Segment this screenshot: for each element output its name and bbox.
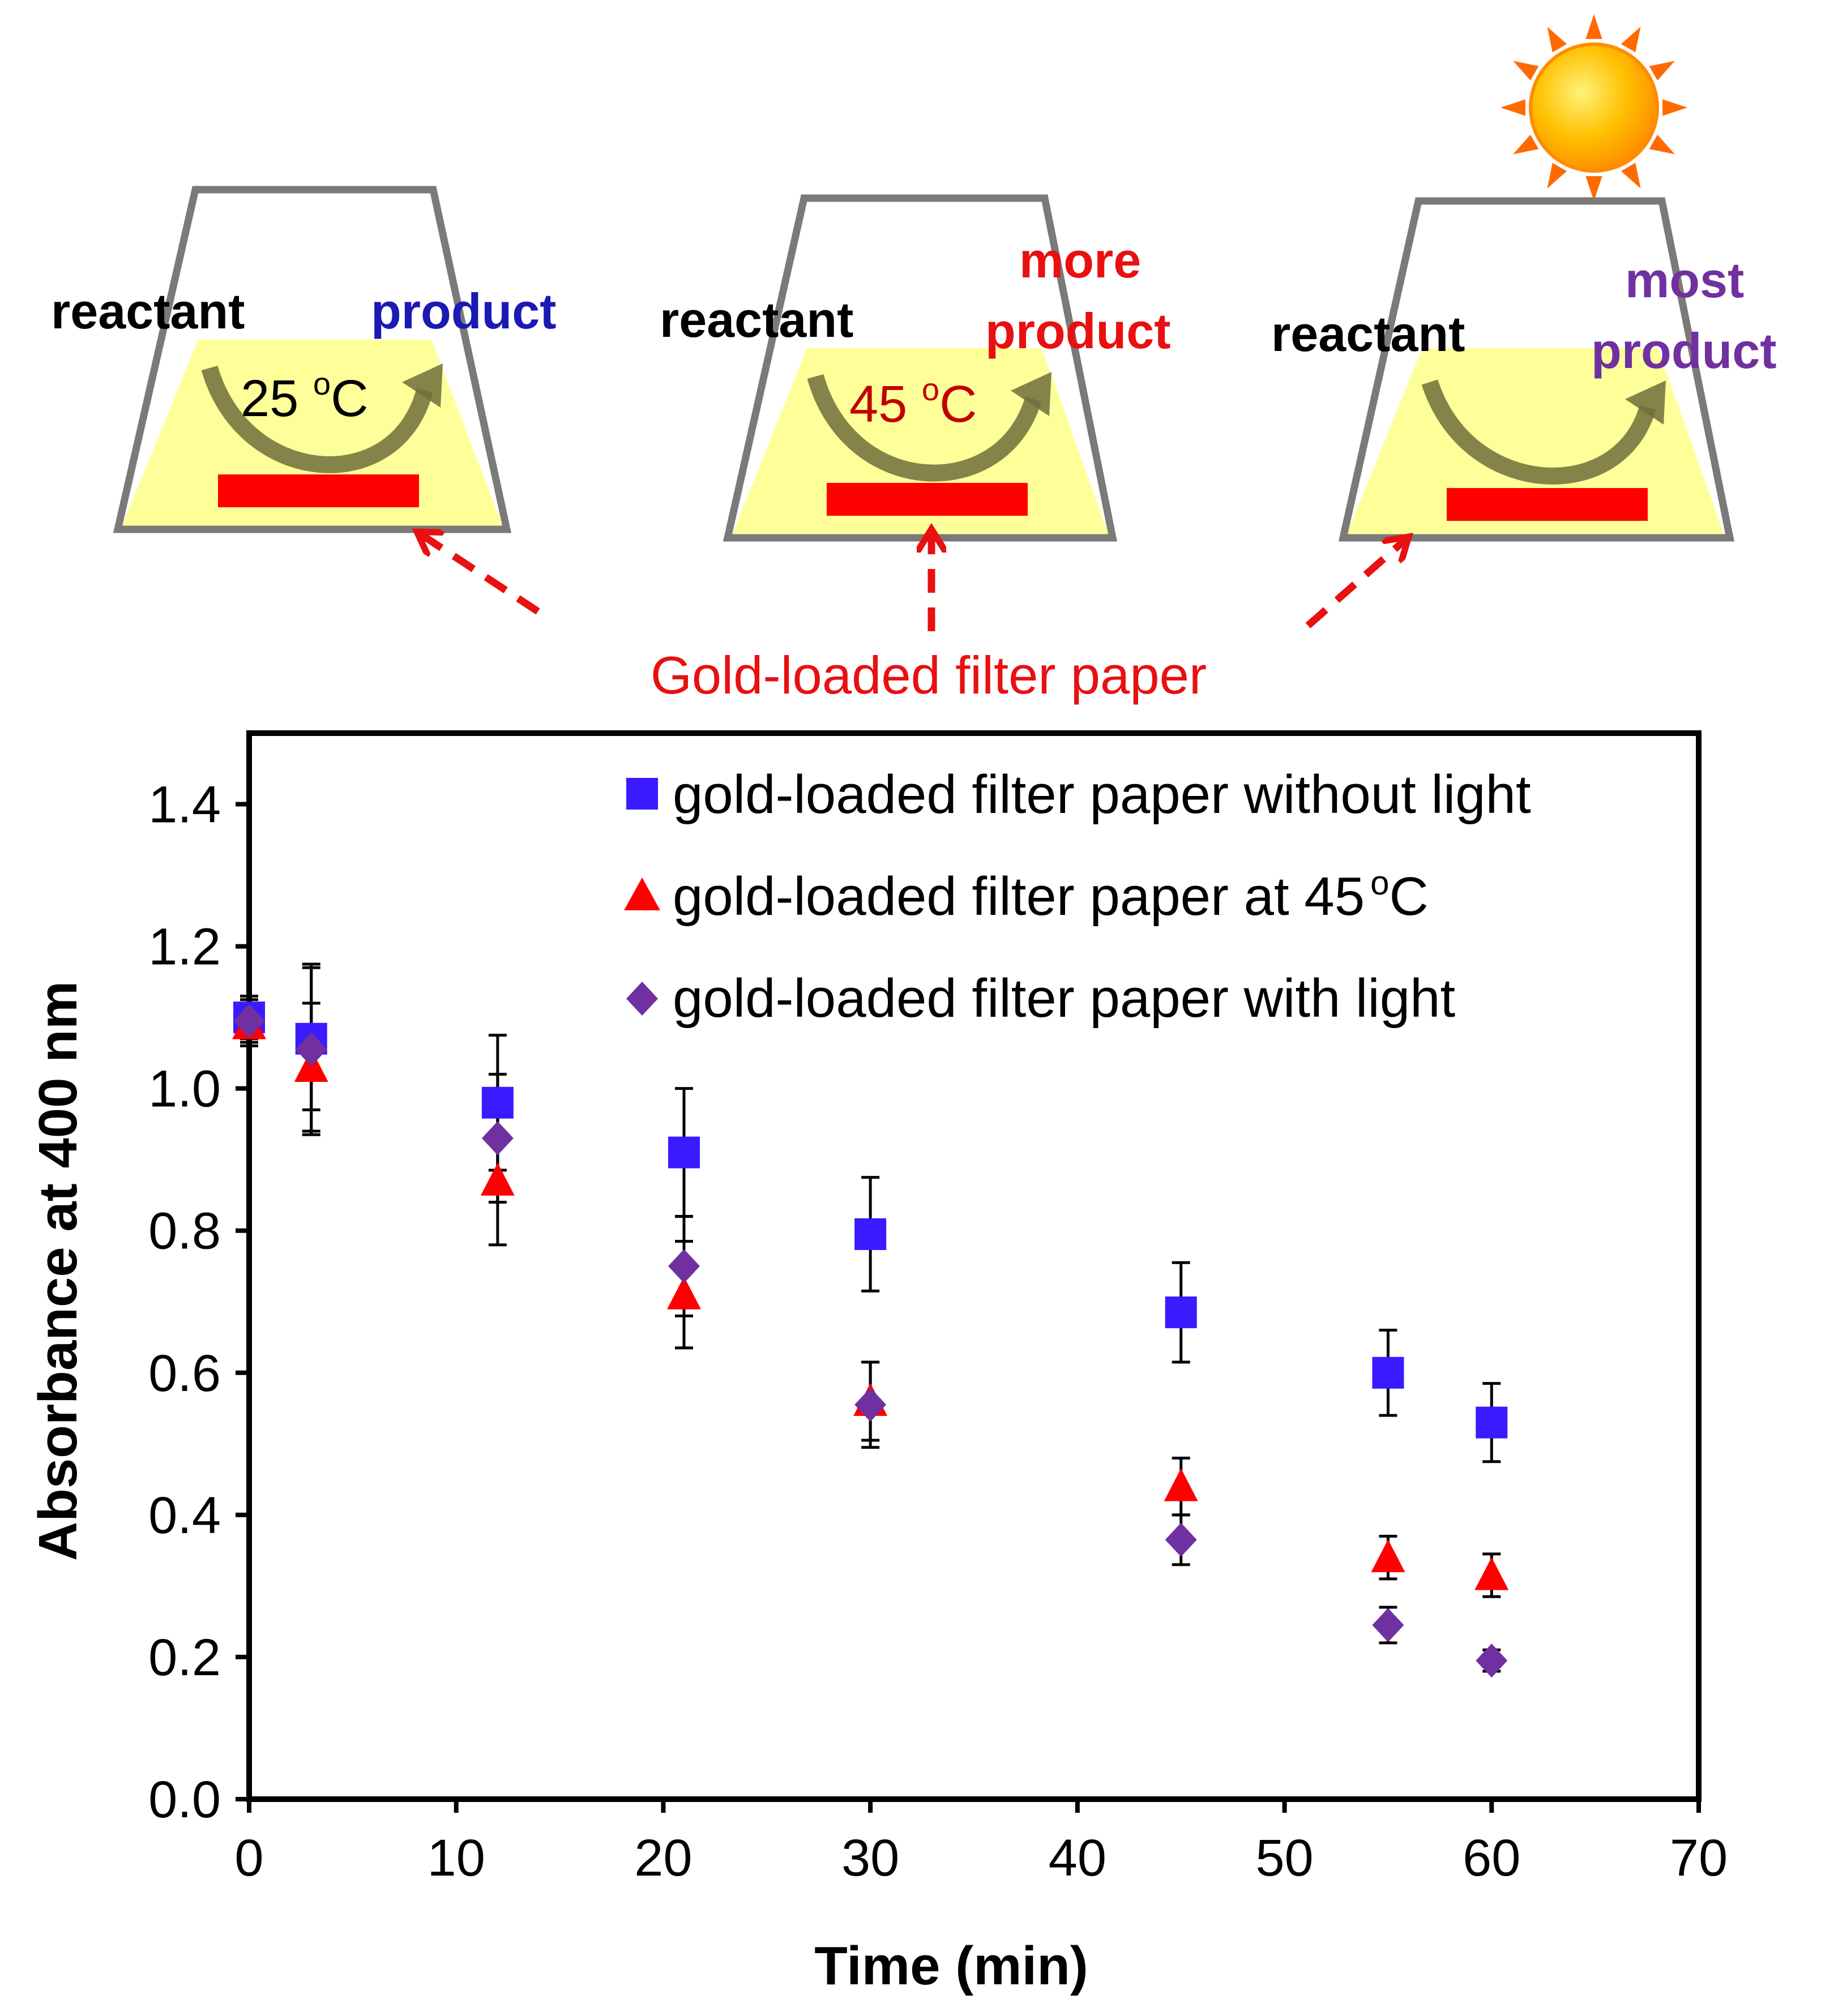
data-point-triangle bbox=[667, 1276, 701, 1309]
legend-item-without-light: gold-loaded filter paper without light bbox=[626, 764, 1531, 825]
gold-filter-paper-label: Gold-loaded filter paper bbox=[651, 645, 1207, 705]
flask-outline bbox=[1338, 197, 1734, 542]
reaction-arrowhead bbox=[1625, 380, 1666, 425]
flask-45c: reactant more product 45 oC bbox=[660, 194, 1171, 542]
data-point-square bbox=[1372, 1356, 1404, 1389]
y-tick-label: 0.0 bbox=[148, 1771, 221, 1829]
sun-ray bbox=[1547, 27, 1567, 53]
y-axis: 0.0 0.2 0.4 0.6 0.8 1.0 1.2 1.4 bbox=[148, 776, 249, 1829]
sun-ray bbox=[1585, 176, 1602, 201]
data-point-triangle bbox=[1474, 1557, 1509, 1590]
data-point-diamond bbox=[233, 1004, 265, 1038]
temperature-label: 45 oC bbox=[849, 371, 977, 433]
product-label-line2: product bbox=[985, 303, 1171, 359]
callout-arrow-right bbox=[1305, 541, 1404, 628]
x-tick-label: 0 bbox=[234, 1829, 263, 1887]
sun-ray bbox=[1501, 99, 1525, 116]
x-axis: 0 10 20 30 40 50 60 70 bbox=[234, 1799, 1728, 1887]
flask-outline bbox=[113, 186, 512, 533]
sun-icon bbox=[1501, 14, 1687, 201]
y-tick-label: 0.8 bbox=[148, 1202, 221, 1260]
data-point-diamond bbox=[481, 1121, 514, 1155]
error-bars bbox=[240, 962, 1501, 1673]
product-label: product bbox=[371, 283, 557, 339]
x-tick-label: 30 bbox=[841, 1829, 899, 1887]
data-point-diamond bbox=[1165, 1522, 1197, 1557]
data-point-diamond bbox=[854, 1388, 887, 1422]
reaction-arrow bbox=[1421, 379, 1656, 485]
temperature-label: 25 oC bbox=[241, 366, 369, 427]
data-point-triangle bbox=[1164, 1468, 1198, 1501]
legend-label: gold-loaded filter paper at 45 oC bbox=[673, 864, 1429, 927]
x-tick-label: 10 bbox=[428, 1829, 485, 1887]
x-axis-title: Time (min) bbox=[814, 1936, 1088, 1996]
x-tick-label: 40 bbox=[1049, 1829, 1106, 1887]
gold-filter-paper bbox=[218, 474, 419, 507]
data-point-square bbox=[854, 1218, 887, 1251]
y-tick-label: 1.2 bbox=[148, 918, 221, 976]
data-point-square bbox=[1165, 1296, 1197, 1329]
data-points bbox=[232, 1001, 1509, 1678]
data-point-triangle bbox=[1371, 1539, 1405, 1573]
gold-filter-paper bbox=[1447, 488, 1648, 521]
sun-ray bbox=[1621, 162, 1641, 189]
x-tick-label: 70 bbox=[1670, 1829, 1728, 1887]
flask-outline bbox=[723, 194, 1117, 542]
legend: gold-loaded filter paper without light g… bbox=[624, 764, 1531, 1029]
x-tick-label: 20 bbox=[634, 1829, 692, 1887]
sun-ray bbox=[1649, 134, 1675, 155]
sun-ray bbox=[1513, 134, 1539, 155]
flask-with-light: reactant most product bbox=[1271, 197, 1777, 542]
y-tick-label: 1.4 bbox=[148, 776, 221, 834]
y-tick-label: 0.2 bbox=[148, 1629, 221, 1687]
callout-arrow-left bbox=[422, 535, 540, 615]
y-tick-label: 0.6 bbox=[148, 1345, 221, 1402]
product-label-line2: product bbox=[1591, 323, 1777, 379]
sun-ray bbox=[1547, 162, 1567, 189]
data-point-diamond bbox=[668, 1249, 700, 1283]
legend-label: gold-loaded filter paper with light bbox=[673, 968, 1455, 1029]
reaction-arrowhead bbox=[1011, 372, 1051, 416]
flask-25c: reactant product 25 oC bbox=[51, 186, 557, 533]
sun-ray bbox=[1513, 61, 1539, 81]
legend-diamond-marker bbox=[626, 982, 658, 1016]
sun-ray bbox=[1662, 99, 1687, 116]
sun-ray bbox=[1649, 61, 1675, 81]
data-point-diamond bbox=[1476, 1643, 1508, 1678]
legend-item-with-light: gold-loaded filter paper with light bbox=[626, 968, 1455, 1029]
y-tick-label: 0.4 bbox=[148, 1487, 221, 1544]
legend-triangle-marker bbox=[624, 878, 660, 910]
product-label-line1: more bbox=[1019, 232, 1141, 288]
reaction-arrowhead bbox=[402, 363, 443, 408]
reactant-label: reactant bbox=[660, 292, 853, 348]
y-tick-label: 1.0 bbox=[148, 1060, 221, 1118]
y-axis-title: Absorbance at 400 nm bbox=[28, 981, 88, 1561]
reaction-arrow bbox=[807, 374, 1042, 482]
sun-ray bbox=[1621, 27, 1641, 53]
reaction-arrow bbox=[201, 365, 433, 473]
sun-ray bbox=[1585, 14, 1602, 39]
data-point-diamond bbox=[1372, 1608, 1404, 1642]
data-point-square bbox=[1476, 1406, 1508, 1439]
x-tick-label: 60 bbox=[1463, 1829, 1520, 1887]
data-point-diamond bbox=[295, 1032, 327, 1067]
data-point-square bbox=[481, 1086, 514, 1119]
x-tick-label: 50 bbox=[1255, 1829, 1313, 1887]
reactant-label: reactant bbox=[1271, 306, 1465, 362]
absorbance-chart: 0.0 0.2 0.4 0.6 0.8 1.0 1.2 1.4 0 10 20 30 40 50 60 70… bbox=[28, 730, 1728, 1996]
plot-frame bbox=[246, 730, 1702, 1802]
product-label-line1: most bbox=[1625, 252, 1744, 308]
gold-filter-paper bbox=[827, 483, 1028, 516]
data-point-square bbox=[668, 1136, 700, 1168]
reaction-schematic: reactant product 25 oC reactant more pro… bbox=[51, 14, 1777, 705]
legend-square-marker bbox=[626, 778, 658, 810]
legend-label: gold-loaded filter paper without light bbox=[673, 764, 1531, 825]
reactant-label: reactant bbox=[51, 283, 245, 339]
legend-item-45c: gold-loaded filter paper at 45 oC bbox=[624, 864, 1429, 927]
data-point-triangle bbox=[480, 1162, 515, 1196]
